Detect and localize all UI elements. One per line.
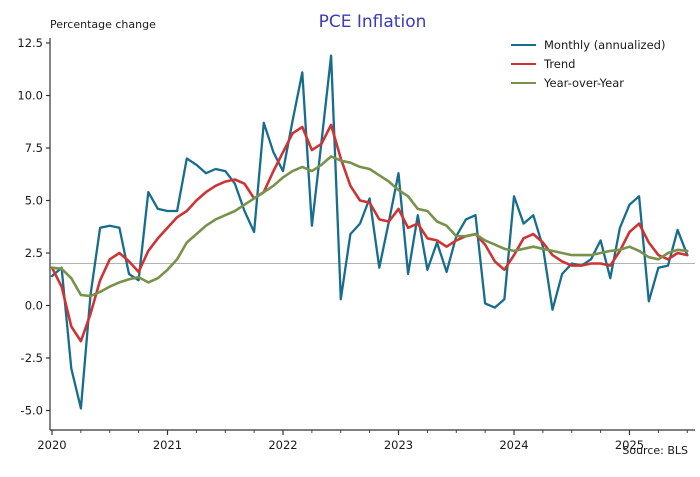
x-tick-label: 2021 [153,438,182,452]
y-tick-label: -2.5 [21,351,43,365]
x-tick-label: 2024 [499,438,528,452]
y-tick-label: 0.0 [25,299,43,313]
y-tick-label: 2.5 [25,246,43,260]
legend-line-swatch [511,81,536,84]
x-tick-label: 2020 [37,438,66,452]
source-note: Source: BLS [622,444,688,457]
legend-item-2: Year-over-Year [511,75,665,90]
legend-item-0: Monthly (annualized) [511,37,666,52]
x-tick-label: 2023 [384,438,413,452]
series-line-1 [50,123,689,343]
legend-item-1: Trend [511,56,665,71]
legend-line-swatch [511,62,536,65]
legend-line-swatch [511,43,536,46]
y-tick-label: 10.0 [17,89,43,103]
series-line-2 [50,155,689,298]
y-tick-label: -5.0 [21,404,43,418]
legend-label: Trend [544,56,576,71]
chart-title: PCE Inflation [318,12,427,32]
x-tick-label: 2025 [615,438,644,452]
legend-label: Monthly (annualized) [544,37,666,52]
y-tick-label: 12.5 [17,36,43,50]
x-tick-label: 2022 [268,438,297,452]
y-axis-title: Percentage change [50,18,156,31]
y-tick-label: 7.5 [25,141,43,155]
legend: Monthly (annualized) Trend Year-over-Year [511,37,666,90]
legend-label: Year-over-Year [544,75,625,90]
series-line-0 [50,54,689,410]
y-tick-label: 5.0 [25,194,43,208]
